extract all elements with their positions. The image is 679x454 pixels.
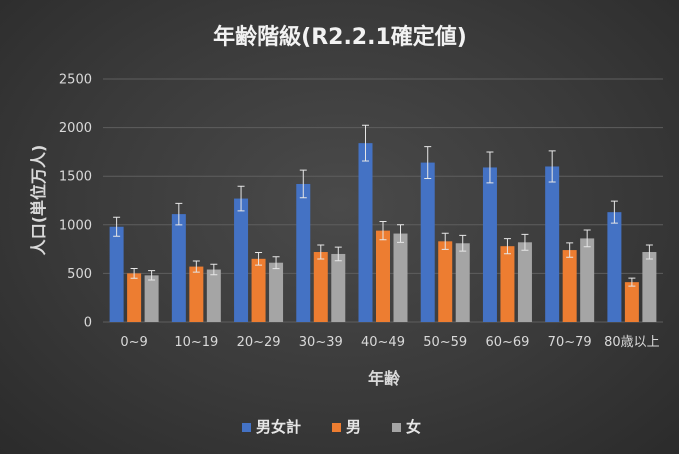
error-bar bbox=[379, 220, 387, 241]
error-bar bbox=[486, 151, 494, 184]
bar bbox=[109, 226, 124, 322]
error-bar bbox=[148, 270, 156, 281]
error-bar bbox=[521, 233, 529, 251]
x-tick-label: 20~29 bbox=[237, 335, 281, 350]
error-bar bbox=[503, 238, 511, 255]
bar bbox=[545, 166, 560, 322]
bar bbox=[269, 262, 284, 322]
error-bar bbox=[299, 169, 307, 199]
y-tick-label: 1000 bbox=[59, 218, 92, 233]
legend-label: 女 bbox=[406, 418, 421, 436]
x-tick-label: 10~19 bbox=[174, 335, 218, 350]
bar bbox=[358, 143, 373, 322]
bar bbox=[607, 212, 622, 322]
bar bbox=[500, 246, 515, 322]
error-bar bbox=[334, 246, 342, 262]
bar bbox=[562, 250, 577, 322]
bar bbox=[438, 241, 453, 322]
error-bar bbox=[459, 234, 467, 252]
error-bar bbox=[192, 260, 200, 273]
bar bbox=[251, 258, 266, 322]
bar bbox=[393, 233, 408, 322]
legend-swatch bbox=[392, 423, 401, 432]
error-bar bbox=[362, 124, 369, 162]
x-tick-label: 60~69 bbox=[485, 335, 529, 350]
legend-swatch bbox=[332, 423, 341, 432]
error-bar bbox=[130, 268, 138, 279]
bar bbox=[580, 238, 595, 322]
error-bar bbox=[237, 185, 245, 212]
y-tick-label: 1500 bbox=[59, 170, 92, 185]
chart-title: 年齢階級(R2.2.1確定値) bbox=[213, 24, 467, 50]
error-bar bbox=[548, 150, 556, 183]
x-tick-label: 30~39 bbox=[299, 335, 343, 350]
legend-label: 男 bbox=[346, 418, 361, 436]
error-bar bbox=[628, 277, 636, 287]
x-tick-label: 0~9 bbox=[120, 335, 147, 350]
legend-label: 男女計 bbox=[256, 418, 301, 436]
error-bar bbox=[397, 224, 404, 243]
bar bbox=[624, 282, 639, 322]
error-bar bbox=[317, 244, 325, 260]
bar bbox=[482, 167, 497, 322]
bar bbox=[171, 214, 186, 322]
bar bbox=[642, 252, 657, 322]
y-tick-label: 0 bbox=[84, 316, 92, 331]
y-tick-label: 500 bbox=[67, 267, 92, 282]
y-tick-label: 2000 bbox=[59, 121, 92, 136]
bar bbox=[420, 162, 435, 322]
bar bbox=[189, 266, 204, 322]
error-bar bbox=[255, 252, 263, 266]
x-tick-label: 40~49 bbox=[361, 335, 405, 350]
bar bbox=[296, 183, 311, 322]
error-bar bbox=[424, 146, 432, 180]
bar bbox=[206, 269, 221, 322]
error-bar bbox=[113, 216, 121, 237]
error-bar bbox=[566, 242, 574, 258]
y-tick-label: 2500 bbox=[59, 73, 92, 88]
bar bbox=[331, 253, 346, 322]
bar bbox=[313, 252, 328, 322]
x-tick-label: 80歳以上 bbox=[604, 335, 660, 350]
y-axis-title: 人口(単位万人) bbox=[29, 145, 48, 256]
x-tick-label: 70~79 bbox=[548, 335, 592, 350]
error-bar bbox=[272, 256, 280, 270]
legend-swatch bbox=[242, 423, 251, 432]
bars bbox=[109, 143, 657, 322]
error-bar bbox=[610, 200, 618, 224]
bar bbox=[234, 198, 249, 322]
y-axis-ticks: 0 500 1000 1500 2000 2500 bbox=[59, 73, 92, 331]
bar bbox=[127, 273, 142, 322]
bar bbox=[376, 230, 390, 322]
bar bbox=[455, 243, 470, 322]
error-bar bbox=[441, 232, 449, 250]
error-bar bbox=[583, 229, 591, 248]
bar bbox=[517, 242, 532, 322]
legend: 男女計 男 女 bbox=[242, 418, 421, 436]
x-tick-label: 50~59 bbox=[423, 335, 467, 350]
error-bar bbox=[645, 244, 653, 260]
error-bar bbox=[210, 263, 218, 276]
x-axis-title: 年齢 bbox=[368, 369, 401, 388]
error-bars bbox=[113, 124, 653, 287]
bar bbox=[144, 275, 159, 322]
x-axis-ticks: 0~9 10~19 20~29 30~39 40~49 50~59 60~69 70~79 80… bbox=[120, 335, 659, 350]
error-bar bbox=[175, 202, 183, 226]
